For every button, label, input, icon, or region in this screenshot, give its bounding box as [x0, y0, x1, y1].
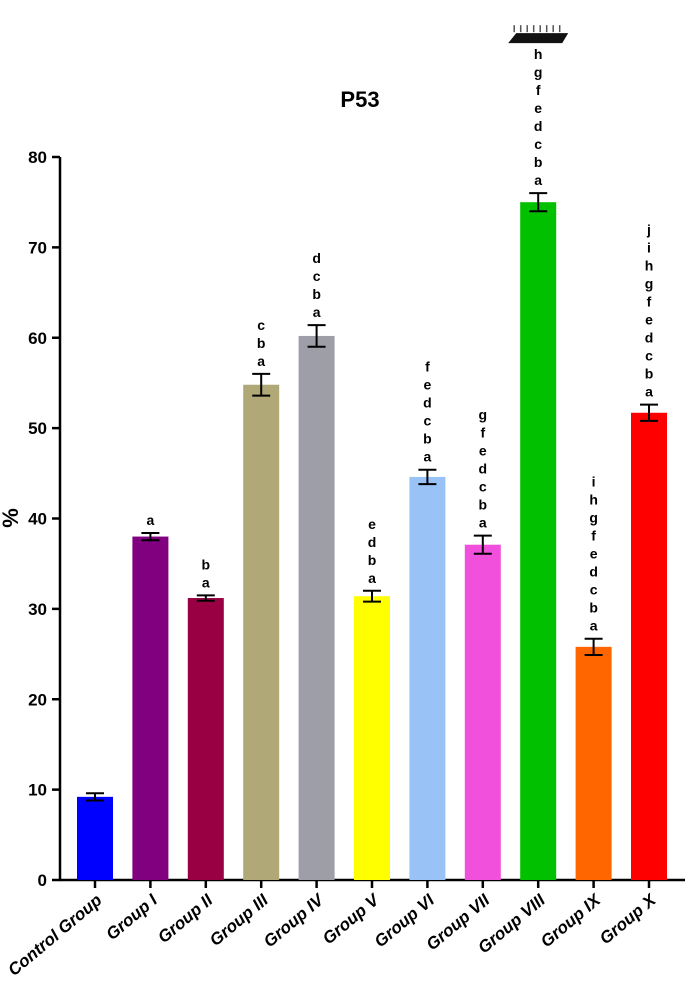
significance-letter: a [368, 570, 376, 586]
significance-letter: a [479, 515, 487, 531]
significance-letter: g [534, 64, 543, 80]
significance-letter: c [257, 317, 265, 333]
hatched-marker [508, 33, 569, 44]
bar [520, 202, 557, 880]
significance-letter: f [536, 82, 541, 98]
bar [132, 536, 169, 880]
significance-letter: b [534, 154, 543, 170]
y-tick-label: 60 [28, 329, 47, 348]
significance-letter: d [423, 395, 432, 411]
significance-letter: a [257, 353, 265, 369]
significance-letter: f [425, 359, 430, 375]
bar [243, 384, 280, 880]
significance-letter: f [591, 528, 596, 544]
bars: abacbadcbaedbafedcbagfedcbahgfedcbaihgfe… [77, 46, 667, 880]
significance-letter: b [479, 497, 488, 513]
bar [187, 598, 224, 880]
significance-letter: a [590, 618, 598, 634]
significance-letter: d [479, 461, 488, 477]
y-tick-label: 80 [28, 148, 47, 167]
significance-letter: e [534, 100, 542, 116]
bar [631, 412, 667, 880]
significance-letter: e [479, 443, 487, 459]
y-tick-label: 40 [28, 510, 47, 529]
significance-letter: g [645, 276, 654, 292]
y-tick-label: 20 [28, 690, 47, 709]
significance-letter: b [645, 366, 654, 382]
bar [575, 646, 612, 880]
significance-letter: d [368, 534, 377, 550]
significance-letter: d [534, 118, 543, 134]
x-tick-label: Group X [596, 889, 661, 948]
x-tick-label: Group I [102, 890, 161, 944]
significance-letter: g [479, 407, 488, 423]
significance-letter: d [589, 564, 598, 580]
significance-letter: d [312, 250, 321, 266]
significance-letter: h [534, 46, 543, 62]
significance-letter: c [645, 348, 653, 364]
x-tick-label: Group IX [537, 889, 605, 951]
y-tick-label: 70 [28, 238, 47, 257]
x-tick-label: Group IV [260, 889, 328, 951]
significance-letter: c [424, 413, 432, 429]
y-tick-label: 30 [28, 600, 47, 619]
significance-letter: b [589, 600, 598, 616]
chart-title: P53 [340, 87, 379, 112]
significance-letter: e [590, 546, 598, 562]
bar [298, 335, 335, 880]
significance-letter: b [368, 552, 377, 568]
significance-letter: b [202, 556, 211, 572]
significance-letter: e [424, 377, 432, 393]
significance-letter: c [590, 582, 598, 598]
significance-letter: c [479, 479, 487, 495]
x-tick-label: Control Group [4, 891, 105, 980]
significance-letter: a [313, 304, 321, 320]
significance-letter: i [592, 474, 596, 490]
significance-letter: a [424, 449, 432, 465]
significance-letter: b [423, 431, 432, 447]
bar-top-marker [508, 25, 569, 44]
significance-letter: e [368, 516, 376, 532]
significance-letter: g [589, 510, 598, 526]
significance-letter: a [645, 384, 653, 400]
y-tick-label: 50 [28, 419, 47, 438]
significance-letter: c [313, 268, 321, 284]
significance-letter: i [647, 240, 651, 256]
significance-letter: h [645, 258, 654, 274]
significance-letter: d [645, 330, 654, 346]
bar [464, 544, 501, 880]
significance-letter: c [534, 136, 542, 152]
significance-letter: h [589, 492, 598, 508]
bar [77, 796, 113, 880]
significance-letter: f [480, 425, 485, 441]
significance-letter: b [257, 335, 266, 351]
significance-letter: a [534, 172, 542, 188]
significance-letter: j [646, 222, 651, 238]
significance-letter: e [645, 312, 653, 328]
y-tick-label: 10 [28, 781, 47, 800]
bar [354, 596, 390, 880]
significance-letter: f [647, 294, 652, 310]
significance-letter: a [202, 574, 210, 590]
y-tick-label: 0 [38, 871, 47, 890]
y-axis-label: % [0, 508, 23, 528]
significance-letter: b [312, 286, 321, 302]
bar [409, 476, 446, 880]
significance-letter: a [147, 512, 155, 528]
